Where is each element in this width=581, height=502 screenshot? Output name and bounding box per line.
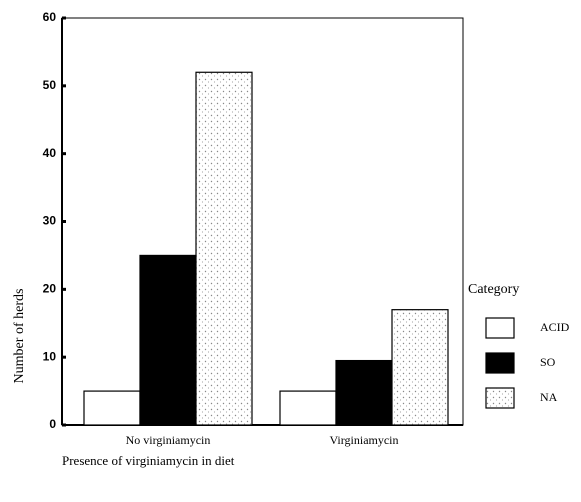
y-tick-label: 40 (43, 146, 57, 160)
legend-label: SO (540, 355, 556, 369)
legend-swatch (485, 317, 515, 339)
y-tick-label: 10 (43, 349, 57, 363)
bar (335, 359, 393, 426)
y-axis-label: Number of herds (12, 289, 27, 384)
bar (195, 71, 253, 426)
y-tick-label: 60 (43, 10, 57, 24)
y-tick-label: 50 (43, 78, 57, 92)
legend-title: Category (468, 282, 519, 297)
x-tick-label: Virginiamycin (329, 433, 398, 447)
legend-label: ACID (540, 320, 570, 334)
y-tick-label: 30 (43, 214, 57, 228)
bar (139, 254, 197, 426)
legend-swatch (485, 352, 515, 374)
legend-swatch (485, 387, 515, 409)
x-tick-label: No virginiamycin (126, 433, 211, 447)
x-axis-label: Presence of virginiamycin in diet (62, 453, 235, 468)
y-tick-label: 20 (43, 282, 57, 296)
legend-label: NA (540, 390, 558, 404)
bar (279, 390, 337, 426)
y-tick-label: 0 (49, 417, 56, 431)
bar (391, 309, 449, 426)
bar (83, 390, 141, 426)
